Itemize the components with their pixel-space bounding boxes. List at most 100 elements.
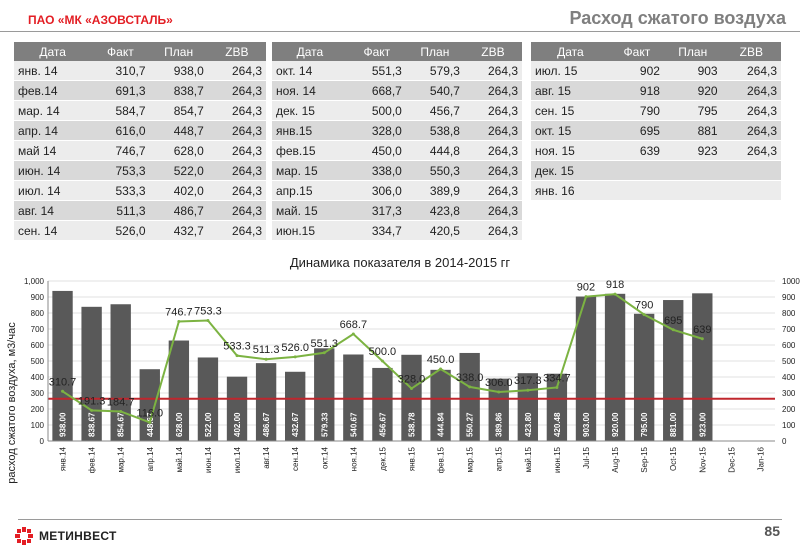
table-cell: 584,7 xyxy=(91,101,149,121)
table-cell: 923 xyxy=(664,141,722,161)
x-tick-label: май.15 xyxy=(524,446,533,472)
table-cell: 838,7 xyxy=(150,81,208,101)
table-cell: 264,3 xyxy=(208,61,266,81)
y-right-tick-label: 600 xyxy=(782,341,796,350)
x-tick-label: сен.14 xyxy=(291,446,300,471)
y-right-tick-label: 100 xyxy=(782,421,796,430)
x-tick-label: окт.14 xyxy=(320,446,329,468)
plan-bar-label: 402.00 xyxy=(233,412,242,437)
x-tick-label: янв.15 xyxy=(408,446,417,471)
fact-point xyxy=(148,421,151,424)
table-cell: 317,3 xyxy=(348,201,406,221)
table-cell: дек. 15 xyxy=(272,101,348,121)
fact-label: 902 xyxy=(577,282,595,294)
fact-label: 639 xyxy=(693,324,711,336)
table-cell: 881 xyxy=(664,121,722,141)
table-cell: 264,3 xyxy=(464,81,522,101)
table-cell: окт. 15 xyxy=(531,121,610,141)
table-cell: 790 xyxy=(610,101,664,121)
table-cell: 264,3 xyxy=(464,181,522,201)
column-header: Дата xyxy=(14,42,91,61)
plan-bar-label: 920.00 xyxy=(611,412,620,437)
fact-point xyxy=(555,386,558,389)
table-cell: 550,3 xyxy=(406,161,464,181)
table-header-row: Дата Факт План ZBB xyxy=(531,42,781,61)
y-tick-label: 400 xyxy=(31,373,45,382)
table-cell: янв. 14 xyxy=(14,61,91,81)
y-tick-label: 0 xyxy=(40,437,45,446)
table-row: ноя. 14 668,7 540,7 264,3 xyxy=(272,81,522,101)
table-header-row: Дата Факт План ZBB xyxy=(14,42,266,61)
table-cell: фев.15 xyxy=(272,141,348,161)
x-tick-label: апр.14 xyxy=(146,446,155,471)
table-cell: ноя. 14 xyxy=(272,81,348,101)
table-cell: 264,3 xyxy=(208,201,266,221)
x-tick-label: ноя.14 xyxy=(349,446,358,471)
table-cell: 938,0 xyxy=(150,61,208,81)
table-cell: 264,3 xyxy=(208,121,266,141)
table-cell: дек. 15 xyxy=(531,161,610,181)
table-cell xyxy=(664,161,722,181)
fact-point xyxy=(61,390,64,393)
fact-point xyxy=(294,355,297,358)
y-tick-label: 800 xyxy=(31,309,45,318)
table-cell: 264,3 xyxy=(722,81,781,101)
x-tick-label: июн.14 xyxy=(204,446,213,473)
table-cell: май. 15 xyxy=(272,201,348,221)
metinvest-logo: МЕТИНВЕСТ xyxy=(14,526,117,546)
plan-bar-label: 903.00 xyxy=(582,412,591,437)
table-cell: мар. 15 xyxy=(272,161,348,181)
column-header: ZBB xyxy=(464,42,522,61)
table-cell: 264,3 xyxy=(464,61,522,81)
table-cell: 432,7 xyxy=(150,221,208,241)
plan-bar-label: 540.67 xyxy=(349,412,358,437)
y-tick-label: 900 xyxy=(31,293,45,302)
table-cell: 264,3 xyxy=(722,121,781,141)
table-cell: 334,7 xyxy=(348,221,406,241)
table-cell: авг. 14 xyxy=(14,201,91,221)
table-cell: 338,0 xyxy=(348,161,406,181)
fact-point xyxy=(439,368,442,371)
table-cell xyxy=(610,161,664,181)
x-tick-label: фев.14 xyxy=(88,446,97,473)
table-cell: 264,3 xyxy=(464,161,522,181)
plan-bar-label: 389.86 xyxy=(495,412,504,437)
table-cell: 695 xyxy=(610,121,664,141)
plan-bar-label: 456.67 xyxy=(378,412,387,437)
fact-point xyxy=(643,313,646,316)
fact-point xyxy=(410,387,413,390)
table-row: апр. 14 616,0 448,7 264,3 xyxy=(14,121,266,141)
x-tick-label: июн.15 xyxy=(553,446,562,473)
table-cell: 920 xyxy=(664,81,722,101)
column-header: Факт xyxy=(610,42,664,61)
table-cell: июн. 14 xyxy=(14,161,91,181)
table-cell: 264,3 xyxy=(208,101,266,121)
table-row: дек. 15 xyxy=(531,161,781,181)
table-cell: 264,3 xyxy=(208,181,266,201)
fact-label: 317.3 xyxy=(514,375,542,387)
y-axis-label: расход сжатого воздуха, м3/час xyxy=(6,322,18,484)
y-tick-label: 1,000 xyxy=(24,277,45,286)
fact-point xyxy=(265,358,268,361)
x-tick-label: Jul-15 xyxy=(582,446,591,468)
fact-point xyxy=(323,351,326,354)
data-table-2: Дата Факт План ZBB окт. 14 551,3 579,3 264,3 ноя… xyxy=(272,42,522,241)
table-cell xyxy=(722,181,781,201)
y-right-tick-label: 500 xyxy=(782,357,796,366)
table-cell: 264,3 xyxy=(208,221,266,241)
fact-label: 328.0 xyxy=(398,374,426,386)
plan-bar-label: 522.00 xyxy=(204,412,213,437)
company-name: ПАО «МК «АЗОВСТАЛЬ» xyxy=(28,13,173,27)
plan-bar-label: 923.00 xyxy=(698,412,707,437)
y-right-tick-label: 800 xyxy=(782,309,796,318)
fact-point xyxy=(236,354,239,357)
y-right-tick-label: 900 xyxy=(782,293,796,302)
y-right-tick-label: 700 xyxy=(782,325,796,334)
fact-label: 695 xyxy=(664,315,682,327)
table-cell: 500,0 xyxy=(348,101,406,121)
table-cell: май 14 xyxy=(14,141,91,161)
fact-label: 551.3 xyxy=(310,338,338,350)
x-tick-label: апр.15 xyxy=(495,446,504,471)
fact-point xyxy=(526,389,529,392)
column-header: ZBB xyxy=(722,42,781,61)
